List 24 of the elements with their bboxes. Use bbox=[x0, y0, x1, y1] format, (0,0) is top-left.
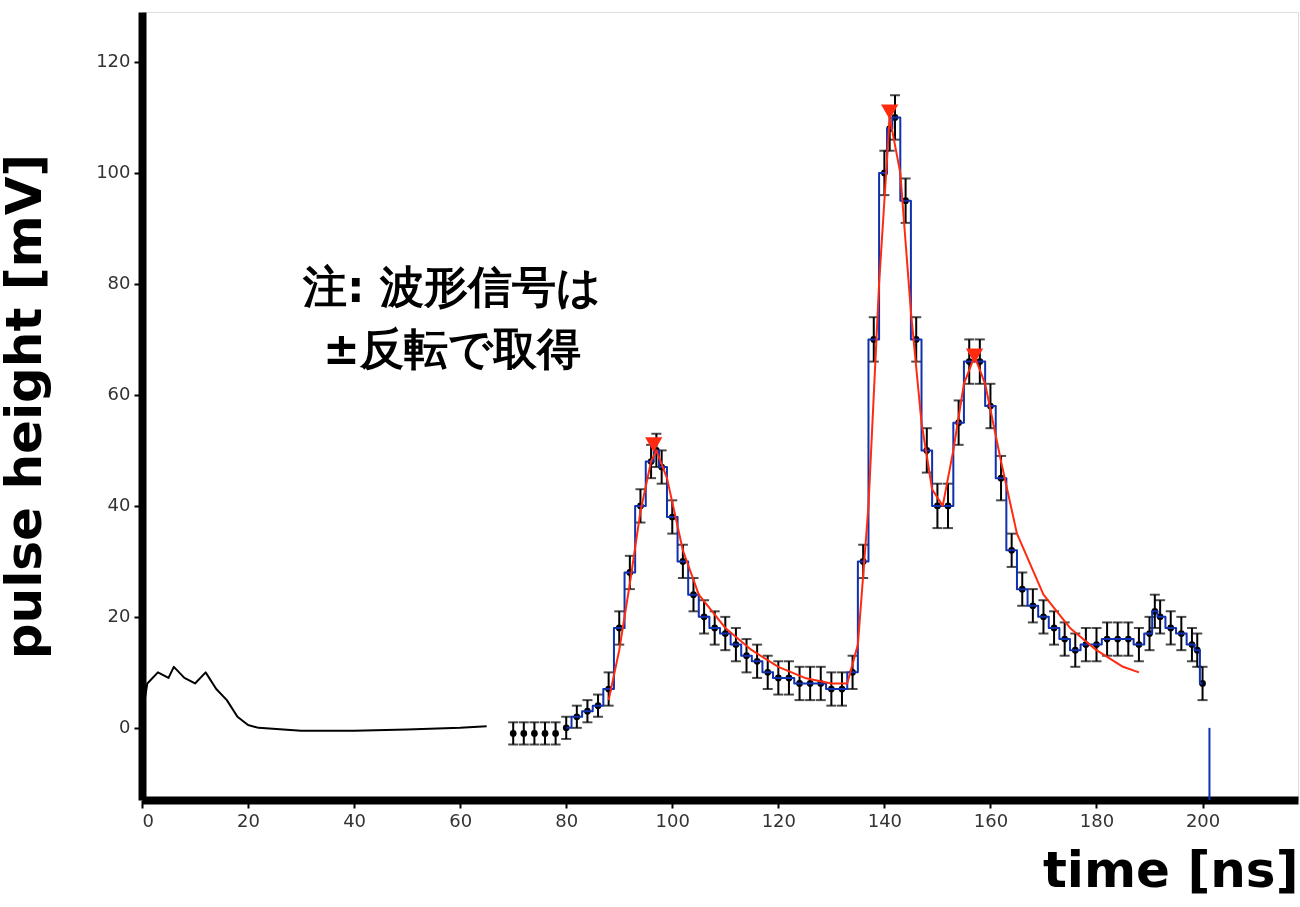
x-tick-label: 0 bbox=[142, 809, 154, 831]
y-tick-label: 60 bbox=[107, 383, 131, 405]
x-tick-label: 20 bbox=[237, 809, 261, 831]
x-tick-label: 180 bbox=[1079, 809, 1115, 831]
point bbox=[965, 348, 984, 364]
x-tick-label: 140 bbox=[867, 809, 903, 831]
point bbox=[645, 437, 663, 453]
y-tick-label: 120 bbox=[96, 50, 131, 72]
annotation: 注: 波形信号は ±反転で取得 bbox=[302, 261, 601, 374]
point bbox=[881, 104, 899, 120]
y-axis-title: pulse height [mV] bbox=[0, 153, 53, 660]
x-tick-label: 80 bbox=[555, 809, 579, 831]
x-axis-title: time [ns] bbox=[1042, 840, 1299, 899]
x-tick-label: 160 bbox=[973, 809, 1009, 831]
x-tick-label: 40 bbox=[343, 809, 367, 831]
y-tick-label: 100 bbox=[96, 161, 131, 183]
x-tick-label: 60 bbox=[449, 809, 473, 831]
x-tick-label: 120 bbox=[761, 809, 797, 831]
x-tick-label: 100 bbox=[655, 809, 690, 831]
x-tick-label: 200 bbox=[1185, 809, 1221, 831]
y-tick-label: 40 bbox=[107, 494, 131, 516]
y-tick-label: 0 bbox=[119, 716, 131, 738]
y-tick-label: 20 bbox=[107, 605, 131, 627]
y-tick-label: 80 bbox=[107, 272, 131, 294]
